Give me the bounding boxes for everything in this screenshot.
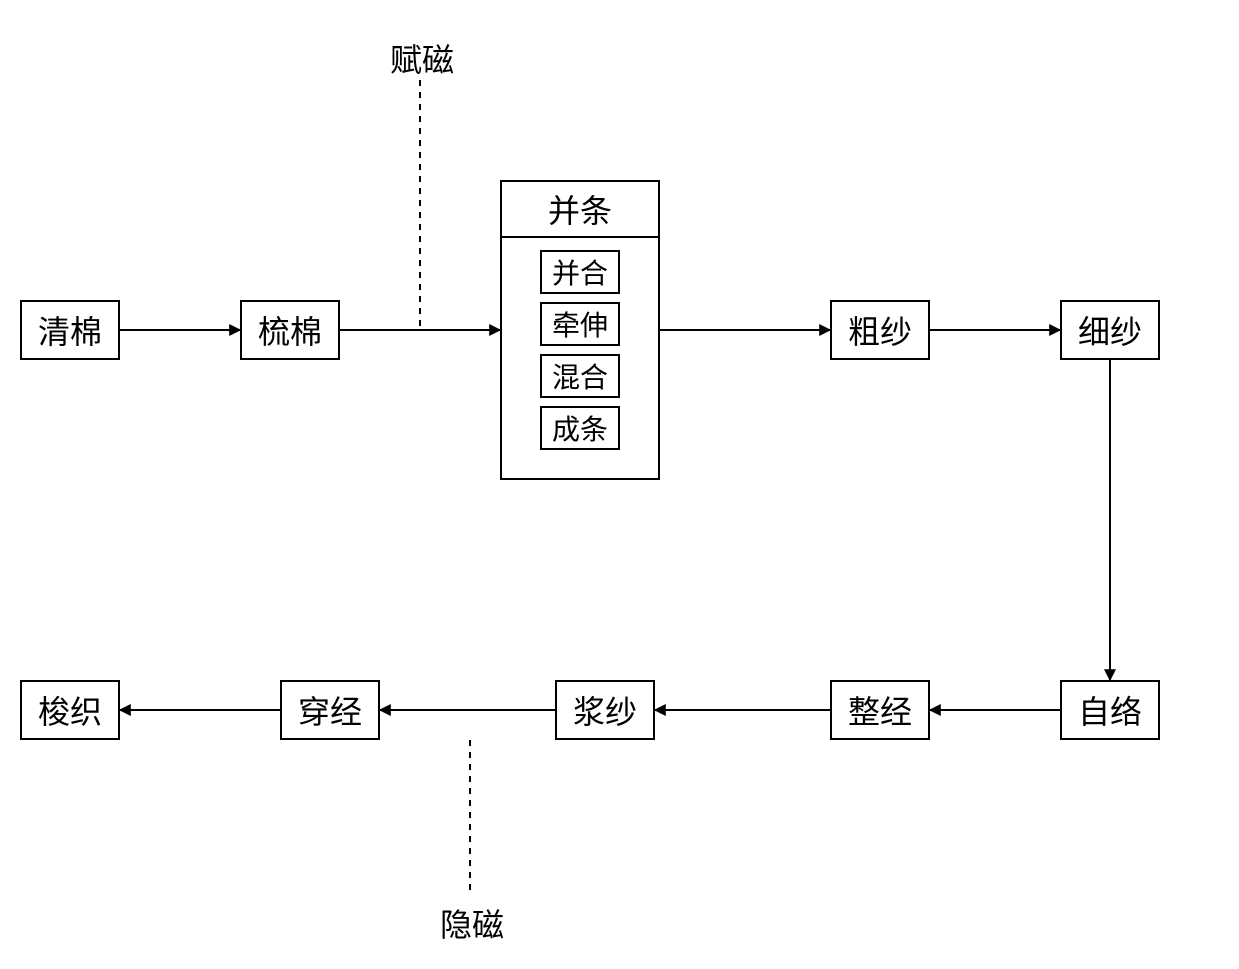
annotation-yinci: 隐磁: [440, 900, 504, 946]
node-label: 粗纱: [848, 307, 912, 353]
edges-layer: [0, 0, 1239, 969]
node-label: 细纱: [1078, 307, 1142, 353]
node-ziluo: 自络: [1060, 680, 1160, 740]
node-suozhi: 梭织: [20, 680, 120, 740]
node-qingmian: 清棉: [20, 300, 120, 360]
node-zhengjing: 整经: [830, 680, 930, 740]
node-label: 梭织: [38, 687, 102, 733]
node-cusha: 粗纱: [830, 300, 930, 360]
node-label: 整经: [848, 687, 912, 733]
sub-node: 成条: [540, 406, 620, 450]
node-chuanjing: 穿经: [280, 680, 380, 740]
node-label: 清棉: [38, 307, 102, 353]
annotation-fuci: 赋磁: [390, 35, 454, 81]
node-shumian: 梳棉: [240, 300, 340, 360]
node-label: 浆纱: [573, 687, 637, 733]
node-jiangsha: 浆纱: [555, 680, 655, 740]
node-label: 梳棉: [258, 307, 322, 353]
composite-body: 并合 牵伸 混合 成条: [502, 238, 658, 464]
node-xisha: 细纱: [1060, 300, 1160, 360]
annotation-label: 赋磁: [390, 42, 454, 78]
sub-node: 并合: [540, 250, 620, 294]
composite-header: 并条: [502, 182, 658, 238]
node-label: 并条: [548, 193, 612, 229]
sub-node: 混合: [540, 354, 620, 398]
node-bingtiao: 并条 并合 牵伸 混合 成条: [500, 180, 660, 480]
annotation-label: 隐磁: [440, 907, 504, 943]
node-label: 自络: [1078, 687, 1142, 733]
sub-node: 牵伸: [540, 302, 620, 346]
node-label: 穿经: [298, 687, 362, 733]
